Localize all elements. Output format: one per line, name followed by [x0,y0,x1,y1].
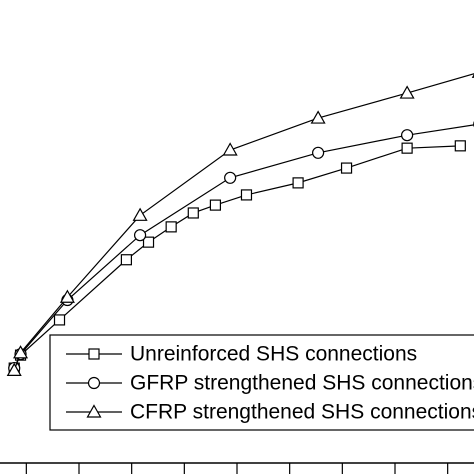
marker [224,171,237,184]
marker [454,140,466,152]
marker [86,404,102,418]
marker [13,345,29,359]
marker [88,348,100,360]
marker [53,314,66,326]
marker [399,85,415,99]
marker [340,162,353,174]
marker [132,207,148,221]
marker [187,207,199,219]
series-line [13,73,474,371]
marker [165,221,177,233]
legend-label: GFRP strengthened SHS connections [130,372,474,395]
legend-label: Unreinforced SHS connections [130,343,417,366]
marker [6,362,22,376]
marker [240,189,253,201]
marker [133,229,147,242]
marker [312,146,325,159]
legend: Unreinforced SHS connections GFRP strengt… [49,334,474,431]
marker [310,110,326,124]
marker [222,142,238,156]
marker [142,236,155,248]
legend-label: CFRP strengthened SHS connections [130,401,474,424]
marker [59,289,75,303]
marker [401,129,414,142]
marker [292,177,304,189]
series-line [13,124,474,369]
marker [120,254,133,266]
plot-area [6,73,474,376]
marker [401,142,413,154]
marker [209,199,222,211]
marker [87,376,101,390]
